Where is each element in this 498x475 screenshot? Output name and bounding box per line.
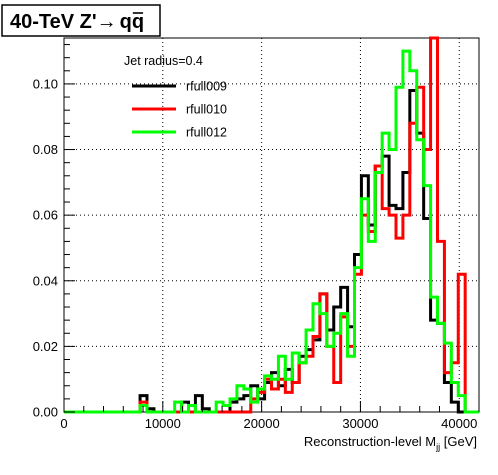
x-tick-label: 40000 <box>441 416 477 431</box>
title-box: 40-TeV Z'→ qq <box>1 4 161 37</box>
y-tick-label: 0.02 <box>33 339 58 354</box>
chart-title: 40-TeV Z'→ qq <box>10 11 144 33</box>
series-layer <box>64 36 479 414</box>
x-tick-label: 20000 <box>244 416 280 431</box>
x-tick-label: 10000 <box>145 416 181 431</box>
legend: Jet radius=0.4 rfull009 rfull010 rfull012 <box>124 54 227 140</box>
axis-ticks <box>63 44 480 413</box>
y-tick-label: 0.00 <box>33 405 58 420</box>
legend-label-rfull010: rfull010 <box>186 103 227 117</box>
series-line-rfull010 <box>64 36 479 414</box>
legend-label-rfull012: rfull012 <box>186 126 227 140</box>
y-tick-label: 0.06 <box>33 208 58 223</box>
legend-header: Jet radius=0.4 <box>124 54 203 68</box>
y-tick-label: 0.10 <box>33 76 58 91</box>
legend-label-rfull009: rfull009 <box>186 80 227 94</box>
y-tick-label: 0.08 <box>33 142 58 157</box>
axis-tick-labels: 0 10000 20000 30000 40000 0.00 0.02 0.04 0.06 0.0… <box>33 76 478 431</box>
x-tick-label: 0 <box>60 416 67 431</box>
x-tick-label: 30000 <box>342 416 378 431</box>
series-line-rfull012 <box>64 49 479 414</box>
y-tick-label: 0.04 <box>33 273 58 288</box>
plot-frame <box>63 37 480 413</box>
x-axis-title: Reconstruction-level Mjj [GeV] <box>304 434 477 452</box>
